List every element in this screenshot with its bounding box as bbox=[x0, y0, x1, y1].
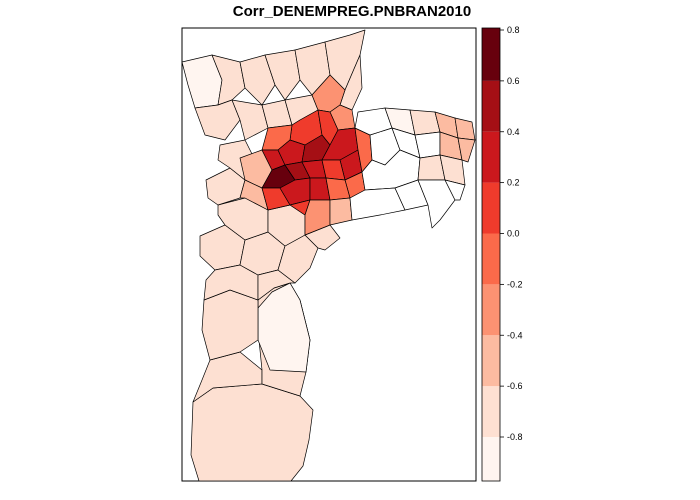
district-e-2 bbox=[354, 107, 393, 136]
legend-swatch bbox=[482, 437, 500, 481]
legend-tick-label: -0.2 bbox=[507, 279, 523, 289]
district-e-17 bbox=[444, 179, 466, 201]
district-south-white bbox=[257, 282, 311, 373]
legend-ticks: 0.8 0.6 0.4 0.2 0.0 -0.2 -0.4 -0.6 -0.8 bbox=[500, 25, 523, 442]
legend-tick-label: 0.2 bbox=[507, 178, 520, 188]
districts bbox=[181, 29, 476, 482]
legend-tick-label: 0.0 bbox=[507, 229, 520, 239]
district-nw-4 bbox=[239, 54, 276, 106]
legend-frame bbox=[481, 27, 501, 482]
legend-swatch bbox=[482, 335, 500, 387]
district-nw-5 bbox=[231, 99, 269, 141]
legend-swatch bbox=[482, 28, 500, 81]
map-title: Corr_DENEMPREG.PNBRAN2010 bbox=[232, 3, 472, 20]
district-e-10 bbox=[457, 137, 476, 163]
district-w-4 bbox=[239, 179, 269, 211]
legend-swatch bbox=[482, 386, 500, 437]
district-south-large bbox=[190, 383, 314, 482]
legend-swatch bbox=[482, 284, 500, 336]
legend-colorbar bbox=[482, 28, 500, 481]
legend-swatch bbox=[482, 131, 500, 183]
legend-tick-label: -0.6 bbox=[507, 381, 523, 391]
legend-tick-label: 0.6 bbox=[507, 76, 520, 86]
legend-tick-label: 0.4 bbox=[507, 127, 520, 137]
legend-tick-label: 0.8 bbox=[507, 25, 520, 35]
district-south-2 bbox=[192, 351, 263, 403]
legend-swatch bbox=[482, 182, 500, 234]
legend-tick-label: -0.4 bbox=[507, 330, 523, 340]
district-c-21 bbox=[329, 197, 353, 226]
legend-swatch bbox=[482, 233, 500, 285]
district-c-20 bbox=[304, 199, 331, 236]
legend-swatch bbox=[482, 80, 500, 132]
legend-tick-label: -0.8 bbox=[507, 432, 523, 442]
district-nw-6 bbox=[264, 49, 301, 101]
